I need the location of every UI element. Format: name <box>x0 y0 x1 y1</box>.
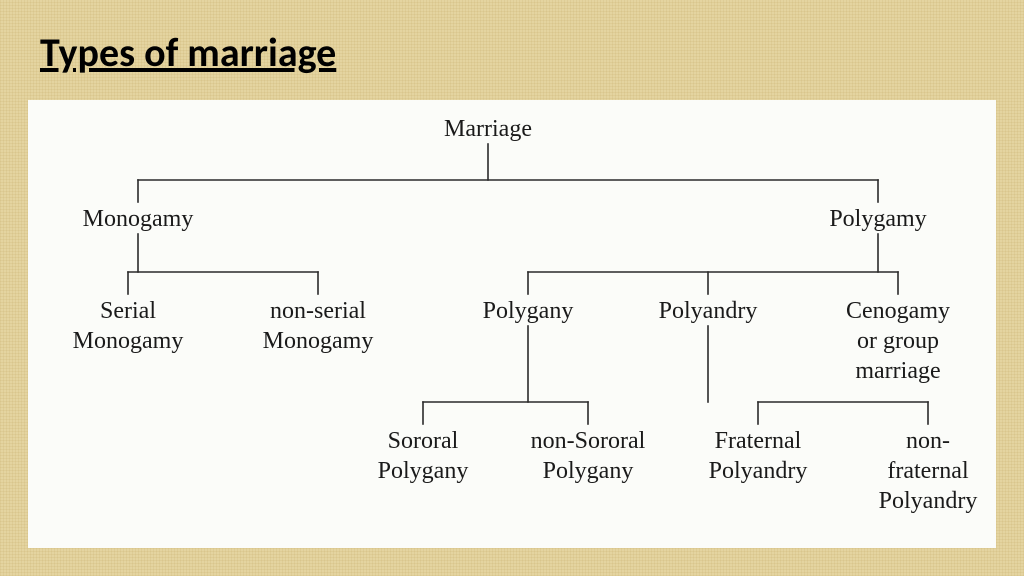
tree-node-polygany: Polygany <box>483 296 574 326</box>
tree-node-polyandry: Polyandry <box>659 296 758 326</box>
tree-node-fraternal: Fraternal Polyandry <box>709 426 808 486</box>
tree-node-polygamy: Polygamy <box>829 204 926 234</box>
tree-node-nonsororal: non-Sororal Polygany <box>531 426 646 486</box>
tree-node-marriage: Marriage <box>444 114 532 144</box>
tree-node-sororal: Sororal Polygany <box>378 426 469 486</box>
tree-node-nonserial: non-serial Monogamy <box>263 296 374 356</box>
tree-node-monogamy: Monogamy <box>83 204 194 234</box>
tree-node-serial: Serial Monogamy <box>73 296 184 356</box>
tree-node-cenogamy: Cenogamy or group marriage <box>846 296 950 386</box>
slide-title: Types of marriage <box>40 28 336 77</box>
tree-diagram: Marriage Monogamy Polygamy Serial Monogamy n… <box>28 100 996 548</box>
tree-node-nonfraternal: non-fraternal Polyandry <box>879 426 978 516</box>
